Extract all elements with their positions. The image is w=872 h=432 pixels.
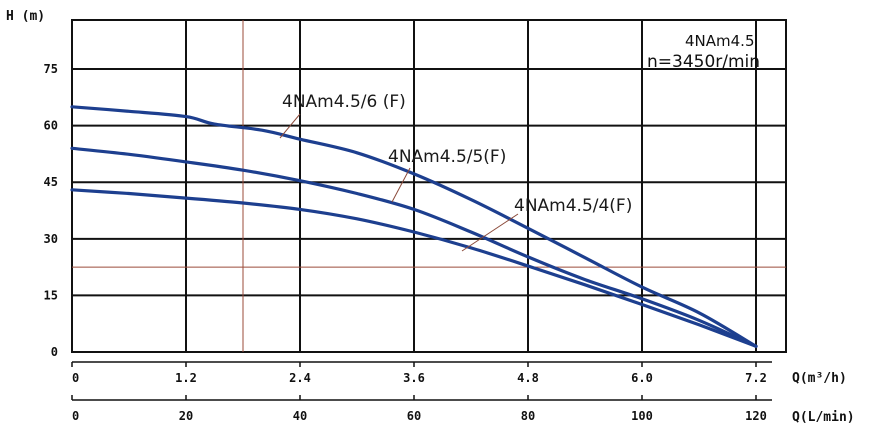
x-axis-bottom-title: Q(L/min) xyxy=(792,410,855,425)
curve-label-leader xyxy=(391,167,411,203)
chart-grid xyxy=(71,19,787,401)
x-top-tick-label: 3.6 xyxy=(403,371,425,385)
x-top-tick-label: 2.4 xyxy=(289,371,311,385)
x-bottom-tick-label: 100 xyxy=(631,409,653,423)
x-bottom-tick-label: 80 xyxy=(521,409,535,423)
curve-label: 4NAm4.5/4(F) xyxy=(514,196,632,216)
curve-4-stage xyxy=(70,188,758,348)
speed-label: n=3450r/min xyxy=(647,52,760,72)
x-bottom-tick-label: 60 xyxy=(407,409,421,423)
curve-6-stage xyxy=(70,105,758,348)
model-label: 4NAm4.5 xyxy=(685,32,755,50)
y-tick-label: 0 xyxy=(51,345,58,359)
y-tick-label: 15 xyxy=(44,288,58,302)
label-leaders xyxy=(279,113,519,252)
x-top-tick-label: 0 xyxy=(72,371,79,385)
labels-layer: 0 15 30 45 60 75 0 1.2 2.4 3.6 4.8 6.0 7.2 0 20 40 60 80 1… xyxy=(44,62,767,423)
x-bottom-tick-label: 20 xyxy=(179,409,193,423)
y-tick-label: 75 xyxy=(44,62,58,76)
x-bottom-tick-label: 120 xyxy=(745,409,767,423)
curve-label: 4NAm4.5/6 (F) xyxy=(282,92,406,112)
plot-frame xyxy=(71,19,787,353)
x-axis-top-title: Q(m³/h) xyxy=(792,371,847,386)
curves-layer xyxy=(70,105,758,348)
curve-label-leader xyxy=(461,213,519,252)
curve-label-leader xyxy=(279,113,301,139)
x-top-tick-label: 4.8 xyxy=(517,371,539,385)
y-tick-label: 45 xyxy=(44,175,58,189)
y-axis-title: H (m) xyxy=(6,9,45,24)
curve-label: 4NAm4.5/5(F) xyxy=(388,147,506,167)
curve-5-stage xyxy=(70,146,758,348)
x-top-tick-label: 1.2 xyxy=(175,371,197,385)
x-bottom-tick-label: 40 xyxy=(293,409,307,423)
y-tick-label: 60 xyxy=(44,119,58,133)
x-top-tick-label: 7.2 xyxy=(745,371,767,385)
x-top-tick-label: 6.0 xyxy=(631,371,653,385)
reference-lines xyxy=(72,20,786,352)
x-bottom-tick-label: 0 xyxy=(72,409,79,423)
y-tick-label: 30 xyxy=(44,232,58,246)
